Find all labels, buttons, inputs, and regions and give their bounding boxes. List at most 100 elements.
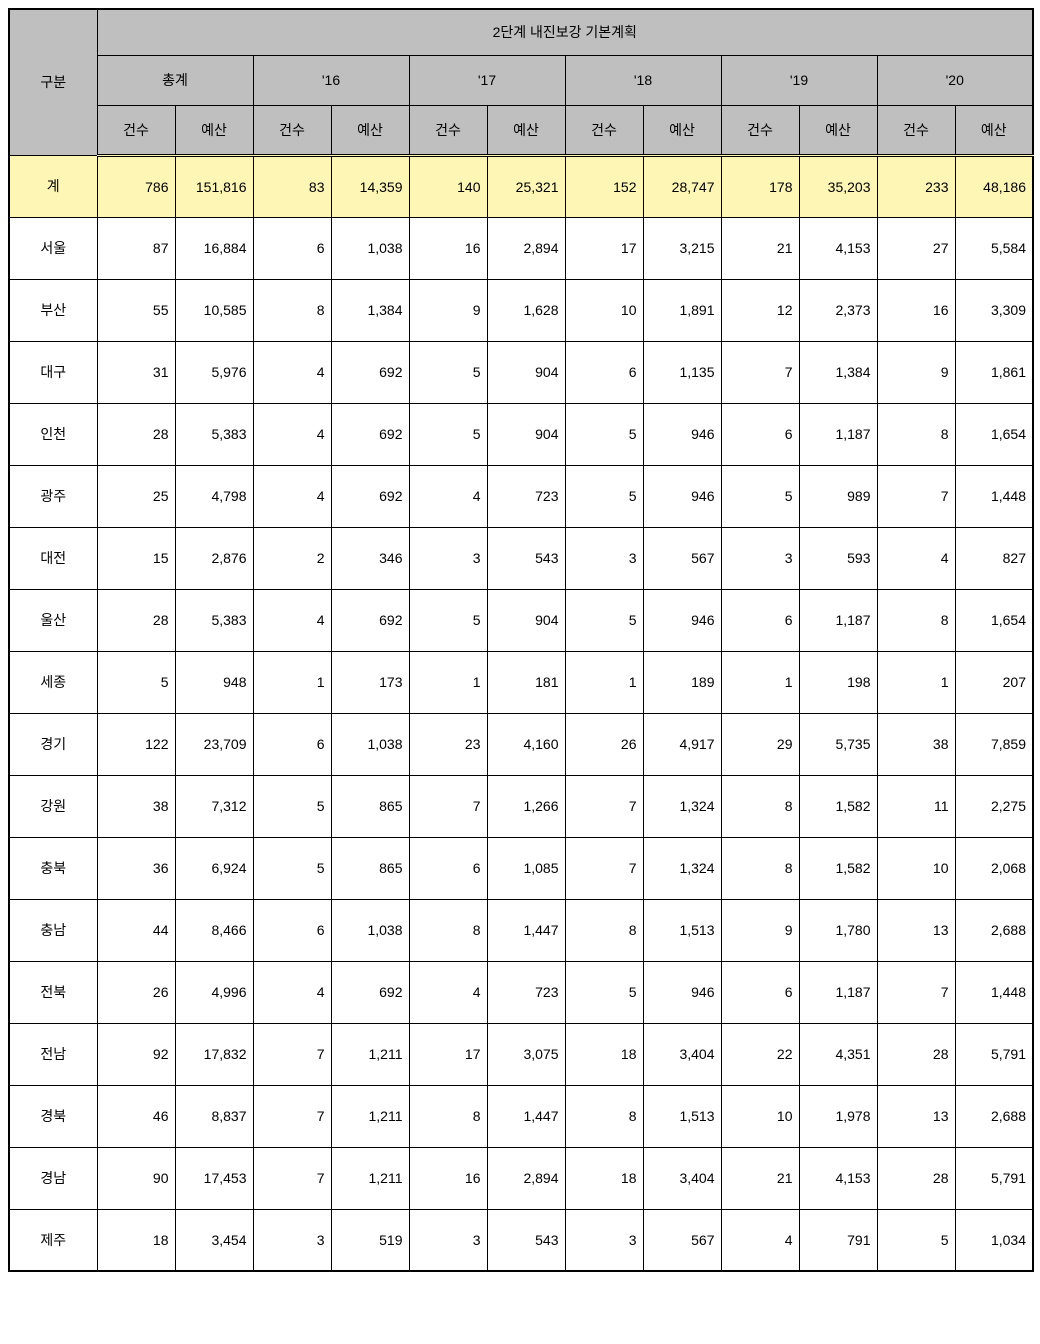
cell-value: 16 bbox=[877, 279, 955, 341]
cell-value: 4,996 bbox=[175, 961, 253, 1023]
cell-value: 7 bbox=[877, 465, 955, 527]
table-row: 서울8716,88461,038162,894173,215214,153275… bbox=[9, 217, 1033, 279]
header-sub: 예산 bbox=[643, 105, 721, 155]
cell-value: 1,654 bbox=[955, 403, 1033, 465]
table-row: 강원387,312586571,26671,32481,582112,275 bbox=[9, 775, 1033, 837]
row-label: 대구 bbox=[9, 341, 97, 403]
cell-value: 2,876 bbox=[175, 527, 253, 589]
cell-value: 6 bbox=[253, 713, 331, 775]
cell-value: 38 bbox=[877, 713, 955, 775]
header-sub: 건수 bbox=[721, 105, 799, 155]
cell-value: 18 bbox=[565, 1147, 643, 1209]
cell-value: 46 bbox=[97, 1085, 175, 1147]
cell-value: 4 bbox=[877, 527, 955, 589]
row-label: 경북 bbox=[9, 1085, 97, 1147]
header-sub: 예산 bbox=[331, 105, 409, 155]
cell-value: 1 bbox=[877, 651, 955, 713]
cell-value: 723 bbox=[487, 465, 565, 527]
cell-value: 14,359 bbox=[331, 155, 409, 217]
row-label: 전남 bbox=[9, 1023, 97, 1085]
table-body: 계786151,8168314,35914025,32115228,747178… bbox=[9, 155, 1033, 1271]
cell-value: 44 bbox=[97, 899, 175, 961]
cell-value: 25 bbox=[97, 465, 175, 527]
cell-value: 189 bbox=[643, 651, 721, 713]
cell-value: 6 bbox=[721, 961, 799, 1023]
cell-value: 3 bbox=[565, 1209, 643, 1271]
cell-value: 9 bbox=[409, 279, 487, 341]
cell-value: 13 bbox=[877, 1085, 955, 1147]
cell-value: 2,688 bbox=[955, 899, 1033, 961]
header-sub: 예산 bbox=[175, 105, 253, 155]
cell-value: 16,884 bbox=[175, 217, 253, 279]
cell-value: 1,447 bbox=[487, 1085, 565, 1147]
header-sub: 건수 bbox=[253, 105, 331, 155]
cell-value: 1,211 bbox=[331, 1147, 409, 1209]
cell-value: 207 bbox=[955, 651, 1033, 713]
cell-value: 6 bbox=[409, 837, 487, 899]
cell-value: 11 bbox=[877, 775, 955, 837]
cell-value: 3,404 bbox=[643, 1147, 721, 1209]
cell-value: 2,688 bbox=[955, 1085, 1033, 1147]
cell-value: 5 bbox=[721, 465, 799, 527]
cell-value: 5,383 bbox=[175, 403, 253, 465]
cell-value: 5 bbox=[409, 403, 487, 465]
cell-value: 1,135 bbox=[643, 341, 721, 403]
cell-value: 2,894 bbox=[487, 1147, 565, 1209]
cell-value: 7 bbox=[253, 1085, 331, 1147]
header-group: '19 bbox=[721, 55, 877, 105]
cell-value: 5,383 bbox=[175, 589, 253, 651]
cell-value: 5,791 bbox=[955, 1023, 1033, 1085]
table-row: 대전152,87623463543356735934827 bbox=[9, 527, 1033, 589]
cell-value: 23 bbox=[409, 713, 487, 775]
row-label: 계 bbox=[9, 155, 97, 217]
cell-value: 16 bbox=[409, 217, 487, 279]
cell-value: 1,384 bbox=[331, 279, 409, 341]
cell-value: 1 bbox=[565, 651, 643, 713]
cell-value: 92 bbox=[97, 1023, 175, 1085]
cell-value: 8 bbox=[565, 1085, 643, 1147]
cell-value: 1,211 bbox=[331, 1023, 409, 1085]
cell-value: 3,404 bbox=[643, 1023, 721, 1085]
header-group: 총계 bbox=[97, 55, 253, 105]
cell-value: 6 bbox=[721, 589, 799, 651]
cell-value: 6 bbox=[565, 341, 643, 403]
cell-value: 7 bbox=[253, 1023, 331, 1085]
header-sub: 예산 bbox=[955, 105, 1033, 155]
cell-value: 151,816 bbox=[175, 155, 253, 217]
cell-value: 9 bbox=[877, 341, 955, 403]
cell-value: 26 bbox=[97, 961, 175, 1023]
table-row: 충북366,924586561,08571,32481,582102,068 bbox=[9, 837, 1033, 899]
cell-value: 865 bbox=[331, 837, 409, 899]
cell-value: 5,976 bbox=[175, 341, 253, 403]
cell-value: 8,466 bbox=[175, 899, 253, 961]
cell-value: 8 bbox=[253, 279, 331, 341]
cell-value: 692 bbox=[331, 465, 409, 527]
cell-value: 4 bbox=[721, 1209, 799, 1271]
cell-value: 21 bbox=[721, 217, 799, 279]
cell-value: 17 bbox=[409, 1023, 487, 1085]
cell-value: 3 bbox=[409, 1209, 487, 1271]
cell-value: 178 bbox=[721, 155, 799, 217]
cell-value: 692 bbox=[331, 403, 409, 465]
cell-value: 543 bbox=[487, 527, 565, 589]
cell-value: 3,215 bbox=[643, 217, 721, 279]
cell-value: 1,861 bbox=[955, 341, 1033, 403]
cell-value: 3,075 bbox=[487, 1023, 565, 1085]
cell-value: 18 bbox=[97, 1209, 175, 1271]
cell-value: 5 bbox=[565, 961, 643, 1023]
cell-value: 3 bbox=[253, 1209, 331, 1271]
cell-value: 55 bbox=[97, 279, 175, 341]
cell-value: 28 bbox=[877, 1147, 955, 1209]
cell-value: 3,454 bbox=[175, 1209, 253, 1271]
cell-value: 28 bbox=[97, 403, 175, 465]
cell-value: 5 bbox=[97, 651, 175, 713]
cell-value: 2,068 bbox=[955, 837, 1033, 899]
cell-value: 865 bbox=[331, 775, 409, 837]
cell-value: 1,448 bbox=[955, 465, 1033, 527]
cell-value: 9 bbox=[721, 899, 799, 961]
cell-value: 5 bbox=[253, 837, 331, 899]
cell-value: 10 bbox=[877, 837, 955, 899]
plan-table: 구분 2단계 내진보강 기본계획 총계'16'17'18'19'20 건수예산건… bbox=[8, 8, 1034, 1272]
cell-value: 7,859 bbox=[955, 713, 1033, 775]
cell-value: 38 bbox=[97, 775, 175, 837]
